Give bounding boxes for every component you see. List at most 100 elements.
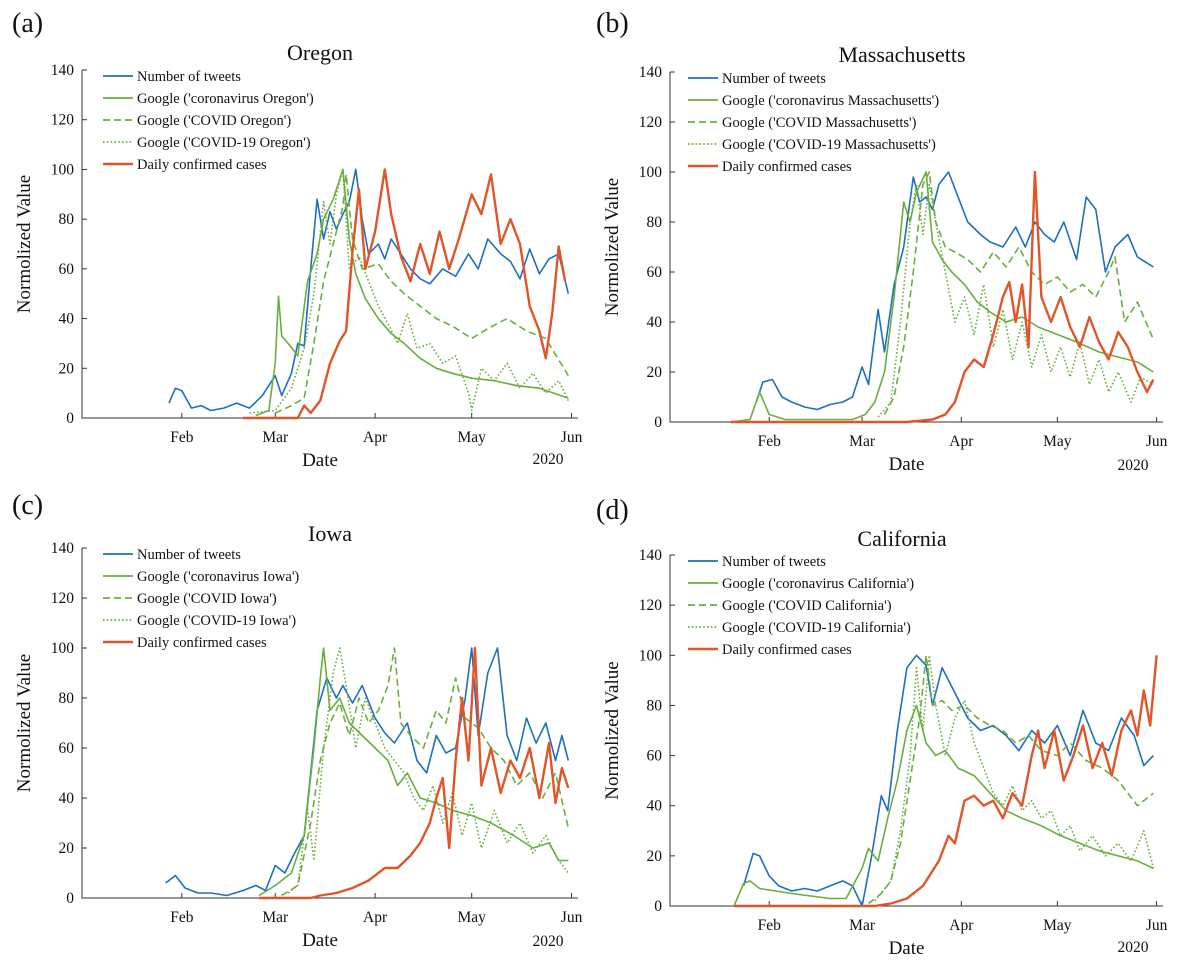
y-tick-label: 120 (639, 114, 663, 131)
legend-entry: Google ('COVID Oregon') (137, 113, 291, 129)
series-line-5 (730, 170, 1155, 424)
y-tick-label: 100 (51, 161, 75, 178)
y-tick-label: 60 (647, 264, 663, 281)
series-line-2 (258, 647, 569, 897)
legend-entry: Daily confirmed cases (137, 157, 267, 173)
chart-panel-1: 0 20 40 60 80 100 120 140 Feb Mar Apr May Jun Date Nor… (14, 40, 583, 471)
panel-label: (b) (596, 8, 629, 39)
x-tick-label: Jun (1146, 917, 1168, 934)
legend-entry: Google ('coronavirus California') (722, 576, 914, 592)
series-line-1 (165, 647, 570, 897)
series-line-5 (243, 168, 567, 420)
y-tick-label: 100 (51, 640, 75, 657)
y-tick-label: 40 (59, 311, 75, 328)
chart-panel-3: 0 20 40 60 80 100 120 140 Feb Mar Apr May Jun Date Nor… (14, 521, 583, 951)
year-label: 2020 (1118, 457, 1149, 474)
legend-entry: Google ('coronavirus Massachusetts') (722, 93, 939, 109)
series-line-4 (249, 168, 570, 414)
x-tick-label: May (1043, 433, 1072, 450)
y-axis-label: Normolized Value (14, 175, 35, 313)
x-tick-label: Mar (849, 917, 876, 934)
legend-entry: Number of tweets (722, 71, 826, 87)
y-tick-label: 0 (654, 414, 662, 431)
legend-entry: Number of tweets (137, 547, 241, 563)
y-tick-label: 0 (654, 898, 662, 915)
y-tick-label: 0 (66, 410, 74, 427)
legend-entry: Number of tweets (137, 69, 241, 85)
x-tick-label: Mar (262, 429, 289, 446)
legend-entry: Google ('coronavirus Iowa') (137, 569, 299, 585)
y-tick-label: 140 (51, 540, 75, 557)
chart-title: Iowa (308, 521, 352, 546)
legend-entry: Google ('COVID-19 Oregon') (137, 135, 311, 151)
chart-title: Oregon (287, 40, 353, 65)
y-tick-label: 60 (59, 261, 75, 278)
y-tick-label: 80 (647, 214, 663, 231)
x-axis-label: Date (889, 454, 925, 475)
panel-label: (a) (12, 8, 44, 39)
y-axis-label: Normolized Value (602, 661, 623, 799)
y-tick-label: 20 (59, 840, 75, 857)
x-axis-label: Date (302, 930, 338, 951)
year-label: 2020 (1118, 939, 1149, 956)
y-tick-label: 140 (639, 64, 663, 81)
legend-entry: Daily confirmed cases (722, 642, 852, 658)
series-line-3 (883, 171, 1155, 415)
x-axis-label: Date (889, 938, 925, 959)
x-tick-label: Feb (758, 917, 782, 934)
x-tick-label: Apr (363, 429, 388, 446)
legend-entry: Google ('COVID-19 Massachusetts') (722, 137, 936, 153)
legend: Number of tweets Google ('coronavirus Ore… (103, 69, 314, 173)
y-tick-label: 100 (639, 164, 663, 181)
legend-entry: Number of tweets (722, 554, 826, 570)
x-tick-label: Jun (1146, 433, 1168, 450)
year-label: 2020 (533, 933, 564, 950)
legend: Number of tweets Google ('coronavirus Mas… (688, 71, 939, 175)
chart-title: California (857, 526, 946, 551)
y-tick-label: 140 (639, 547, 663, 564)
chart-panel-4: 0 20 40 60 80 100 120 140 Feb Mar Apr May Jun Date Nor… (602, 526, 1168, 959)
y-tick-label: 20 (647, 848, 663, 865)
x-tick-label: Feb (170, 429, 194, 446)
x-axis-label: Date (302, 450, 338, 471)
y-tick-label: 120 (639, 597, 663, 614)
series-line-4 (877, 183, 1154, 418)
series-line-3 (868, 654, 1154, 905)
legend-entry: Daily confirmed cases (722, 159, 852, 175)
legend-entry: Google ('COVID-19 California') (722, 620, 911, 636)
series-line-4 (874, 654, 1155, 902)
y-tick-label: 20 (647, 364, 663, 381)
series-line-2 (730, 171, 1154, 423)
x-tick-label: May (1043, 917, 1072, 934)
y-tick-label: 80 (59, 211, 75, 228)
legend-entry: Google ('COVID Massachusetts') (722, 115, 917, 131)
legend: Number of tweets Google ('coronavirus Cal… (688, 554, 914, 658)
y-tick-label: 140 (51, 62, 75, 79)
legend-entry: Google ('coronavirus Oregon') (137, 91, 314, 107)
series-line-1 (755, 171, 1154, 411)
y-axis-label: Normolized Value (602, 178, 623, 316)
x-tick-label: Mar (262, 909, 289, 926)
y-tick-label: 20 (59, 360, 75, 377)
legend: Number of tweets Google ('coronavirus Iow… (103, 547, 299, 651)
y-tick-label: 120 (51, 590, 75, 607)
legend-entry: Daily confirmed cases (137, 635, 267, 651)
legend-entry: Google ('COVID California') (722, 598, 892, 614)
year-label: 2020 (533, 451, 564, 468)
x-tick-label: Feb (758, 433, 782, 450)
series-line-1 (168, 168, 570, 412)
legend-entry: Google ('COVID-19 Iowa') (137, 613, 296, 629)
y-tick-label: 0 (66, 890, 74, 907)
y-tick-label: 40 (647, 798, 663, 815)
y-tick-label: 80 (647, 697, 663, 714)
y-tick-label: 80 (59, 690, 75, 707)
panel-label: (d) (596, 495, 629, 526)
x-tick-label: Jun (561, 909, 583, 926)
x-tick-label: May (458, 909, 487, 926)
y-tick-label: 60 (59, 740, 75, 757)
panel-label: (c) (12, 490, 44, 521)
series-line-1 (742, 654, 1154, 907)
x-tick-label: Jun (561, 429, 583, 446)
y-tick-label: 60 (647, 748, 663, 765)
y-tick-label: 100 (639, 647, 663, 664)
